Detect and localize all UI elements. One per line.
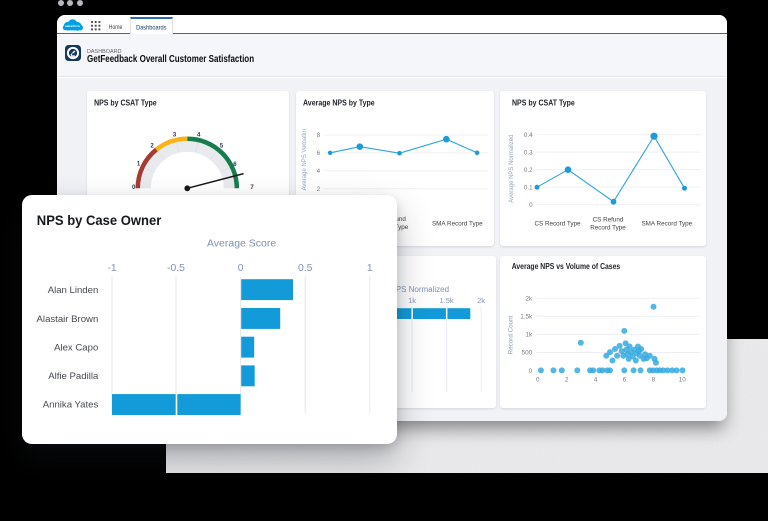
svg-text:Average Score: Average Score: [207, 239, 276, 250]
svg-text:Average NPS Normalized: Average NPS Normalized: [358, 285, 449, 294]
svg-text:0: 0: [528, 368, 532, 375]
svg-text:2: 2: [316, 186, 320, 193]
svg-text:salesforce: salesforce: [64, 24, 79, 28]
svg-text:8: 8: [651, 376, 655, 383]
svg-text:Dashboards: Dashboards: [136, 24, 167, 31]
svg-text:NPS by CSAT Type: NPS by CSAT Type: [512, 98, 575, 108]
svg-text:5: 5: [220, 143, 224, 150]
svg-text:0: 0: [536, 376, 540, 383]
svg-text:-1: -1: [107, 263, 116, 274]
svg-text:SMA Record Type: SMA Record Type: [641, 221, 692, 228]
svg-text:2k: 2k: [477, 296, 485, 305]
svg-text:Average NPS Normalized: Average NPS Normalized: [509, 135, 515, 203]
svg-text:6: 6: [622, 376, 626, 383]
svg-text:0.3: 0.3: [523, 150, 532, 157]
svg-text:1k: 1k: [525, 331, 533, 338]
svg-text:-0.5: -0.5: [167, 263, 185, 274]
svg-text:1.5k: 1.5k: [520, 313, 533, 320]
svg-text:0: 0: [132, 184, 136, 191]
svg-text:Alex Capo: Alex Capo: [54, 342, 98, 353]
svg-text:CS Refund: CS Refund: [592, 217, 623, 224]
svg-text:7: 7: [250, 184, 254, 191]
svg-text:Alfie Padilla: Alfie Padilla: [48, 371, 99, 382]
svg-text:Alan Linden: Alan Linden: [47, 285, 98, 296]
svg-text:1k: 1k: [408, 296, 416, 305]
svg-text:4: 4: [593, 376, 597, 383]
svg-text:CS Record Type: CS Record Type: [534, 221, 581, 228]
svg-text:1.5k: 1.5k: [439, 296, 453, 305]
svg-text:2: 2: [150, 143, 154, 150]
svg-text:DASHBOARD: DASHBOARD: [87, 49, 122, 55]
svg-text:Home: Home: [109, 23, 123, 30]
svg-text:6: 6: [316, 150, 320, 157]
svg-text:2k: 2k: [525, 295, 533, 302]
svg-text:Record Count: Record Count: [507, 315, 514, 354]
svg-text:4: 4: [197, 132, 201, 139]
svg-text:Alastair Brown: Alastair Brown: [36, 314, 98, 325]
svg-text:0.1: 0.1: [523, 185, 532, 192]
svg-text:500: 500: [521, 349, 532, 356]
svg-text:SMA Record Type: SMA Record Type: [431, 221, 482, 228]
svg-text:0.4: 0.4: [523, 132, 532, 139]
svg-text:2: 2: [564, 376, 568, 383]
svg-text:NPS by CSAT Type: NPS by CSAT Type: [94, 98, 157, 108]
svg-text:8: 8: [316, 132, 320, 139]
svg-text:0.2: 0.2: [523, 167, 532, 174]
svg-text:NPS by Case Owner: NPS by Case Owner: [36, 212, 161, 228]
svg-text:10: 10: [678, 376, 686, 383]
svg-text:1: 1: [366, 263, 372, 274]
svg-text:Record Type: Record Type: [590, 225, 626, 232]
svg-text:6: 6: [233, 161, 237, 168]
svg-text:4: 4: [316, 168, 320, 175]
svg-text:1: 1: [137, 161, 141, 168]
svg-text:0: 0: [237, 263, 243, 274]
svg-text:Average NPS by Type: Average NPS by Type: [303, 98, 375, 108]
svg-text:Average NPS vs Volume of Cases: Average NPS vs Volume of Cases: [511, 261, 620, 271]
svg-text:Annika Yates: Annika Yates: [42, 399, 98, 410]
svg-text:3: 3: [173, 132, 177, 139]
svg-text:0.5: 0.5: [298, 263, 313, 274]
svg-text:0: 0: [529, 202, 533, 209]
svg-text:Average NPS Verbatim: Average NPS Verbatim: [302, 129, 308, 191]
svg-text:GetFeedback Overall Customer S: GetFeedback Overall Customer Satisfactio…: [87, 53, 254, 64]
